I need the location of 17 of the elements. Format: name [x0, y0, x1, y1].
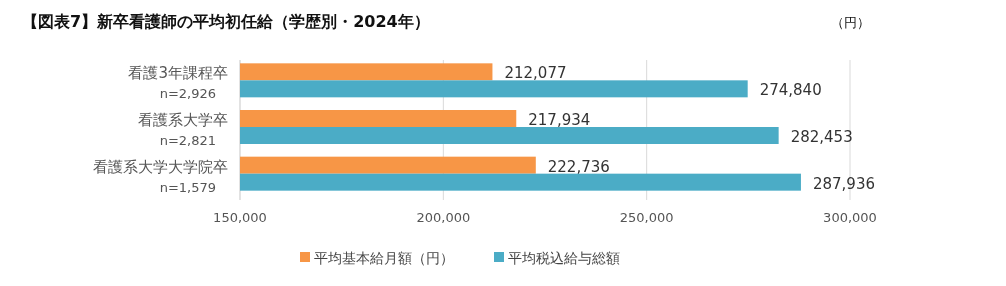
y-tick-label: 看護系大学卒 n=2,821 [138, 111, 228, 148]
data-label: 217,934 [528, 111, 591, 129]
text: （円） [831, 15, 870, 30]
y-tick-label: 看護系大学大学院卒 n=1,579 [93, 157, 228, 195]
data-label: 222,736 [547, 157, 610, 176]
x-tick-label: 200,000 [416, 210, 471, 225]
chart-title: 【図表7】新卒看護師の平均初任給（学歴別・2024年） [22, 12, 430, 31]
data-label: 287,936 [812, 174, 875, 193]
x-tick-label: 150,000 [213, 210, 267, 225]
data-label: 282,453 [790, 128, 853, 146]
legend-label: 平均税込給与総額 [508, 250, 620, 266]
x-tick-label: 250,000 [619, 210, 674, 225]
legend-label: 平均基本給月額（円） [314, 250, 454, 266]
x-tick-label: 300,000 [823, 210, 877, 225]
y-tick-label: 看護3年課程卒 n=2,926 [128, 64, 228, 102]
data-label: 212,077 [504, 64, 567, 83]
data-label: 274,840 [759, 81, 822, 100]
